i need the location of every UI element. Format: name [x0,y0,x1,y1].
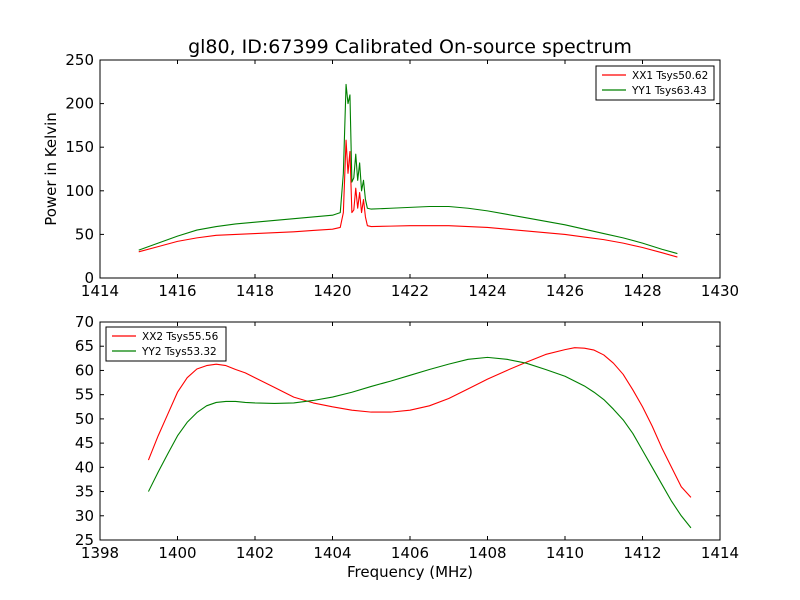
y-tick-label: 50 [75,410,94,428]
x-tick-label: 1416 [158,282,196,300]
legend: XX2 Tsys55.56 YY2 Tsys53.32 [105,326,227,362]
legend-box [105,326,227,362]
y-axis-label: Power in Kelvin [42,112,60,226]
y-tick-label: 150 [65,138,94,156]
x-tick-label: 1418 [236,282,274,300]
bottom-spectrum-panel: 1398 1400 1402 1404 1406 1408 1410 1412 1414 25 30… [75,313,739,562]
series-line-xx1-tsys50-62 [138,139,678,258]
x-tick-label: 1398 [81,544,119,562]
y-tick-label: 250 [65,51,94,69]
y-tick-label: 35 [75,483,94,501]
x-tick-label: 1428 [623,282,661,300]
y-tick-label: 70 [75,313,94,331]
x-tick-label: 1430 [701,282,739,300]
x-tick-label: 1424 [468,282,506,300]
x-tick-label: 1420 [313,282,351,300]
x-tick-label: 1400 [158,544,196,562]
series-line-xx2-tsys55-56 [147,347,692,498]
top-spectrum-panel: 1414 1416 1418 1420 1422 1424 1426 1428 1430 0 50 1… [65,51,739,300]
x-tick-label: 1402 [236,544,274,562]
legend: XX1 Tsys50.62 YY1 Tsys63.43 [595,65,715,101]
legend-entry-label: YY1 Tsys63.43 [631,85,707,97]
y-tick-label: 200 [65,95,94,113]
legend-entry-label: XX1 Tsys50.62 [632,70,708,82]
y-tick-label: 40 [75,458,94,476]
y-tick-label: 65 [75,337,94,355]
legend-box [595,65,715,101]
x-tick-label: 1404 [313,544,351,562]
series-line-yy2-tsys53-32 [147,356,692,529]
y-tick-label: 30 [75,507,94,525]
legend-entry-label: YY2 Tsys53.32 [141,346,217,358]
x-tick-label: 1408 [468,544,506,562]
y-tick-label: 0 [84,269,94,287]
x-tick-label: 1414 [81,282,119,300]
x-tick-label: 1426 [546,282,584,300]
figure-title: gl80, ID:67399 Calibrated On-source spec… [188,36,632,58]
x-tick-label: 1410 [546,544,584,562]
y-tick-label: 25 [75,531,94,549]
y-tick-label: 55 [75,386,94,404]
y-tick-label: 50 [75,225,94,243]
x-axis-label: Frequency (MHz) [347,563,473,581]
y-tick-label: 100 [65,182,94,200]
x-tick-label: 1414 [701,544,739,562]
x-tick-label: 1406 [391,544,429,562]
x-tick-label: 1422 [391,282,429,300]
series-line-yy1-tsys63-43 [138,83,678,255]
y-tick-label: 45 [75,434,94,452]
legend-entry-label: XX2 Tsys55.56 [142,331,219,343]
x-tick-label: 1412 [623,544,661,562]
y-tick-label: 60 [75,361,94,379]
